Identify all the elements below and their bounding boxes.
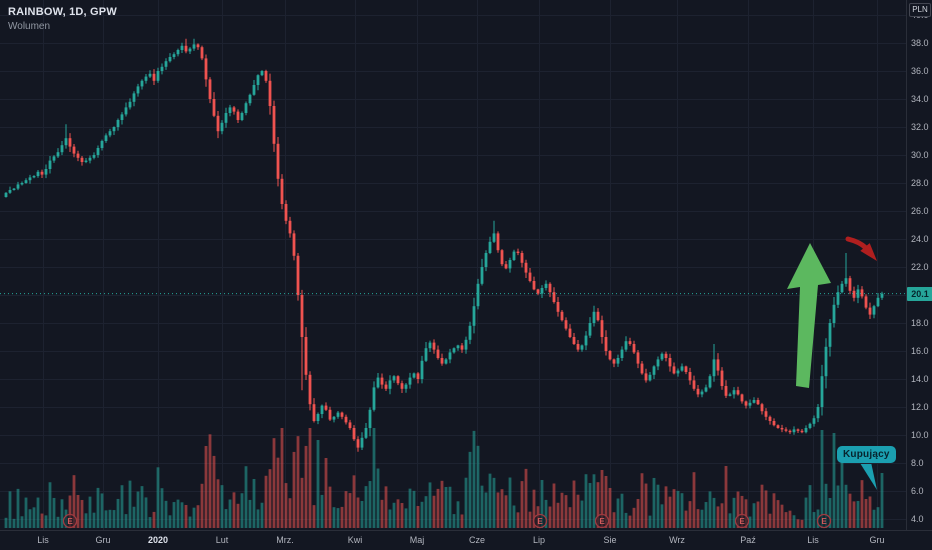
svg-text:E: E xyxy=(67,517,73,526)
time-label: Gru xyxy=(869,535,885,545)
svg-text:E: E xyxy=(537,517,543,526)
time-label: Lis xyxy=(37,535,49,545)
price-label: 36.0 xyxy=(911,66,929,76)
time-label: Wrz xyxy=(669,535,685,545)
price-axis[interactable]: PLN 40.038.036.034.032.030.028.026.024.0… xyxy=(906,0,932,530)
price-label: 18.0 xyxy=(911,318,929,328)
price-label: 28.0 xyxy=(911,178,929,188)
time-label: Paź xyxy=(740,535,756,545)
price-label: 6.0 xyxy=(911,486,924,496)
time-label: Maj xyxy=(409,535,425,545)
currency-unit-button[interactable]: PLN xyxy=(909,3,931,17)
time-axis[interactable]: Lis Gru 2020 Lut Mrz. Kwi Maj Cze Lip Sie Wrz Paź Li… xyxy=(0,530,932,550)
price-label: 16.0 xyxy=(911,346,929,356)
earnings-marker[interactable]: E xyxy=(734,513,750,529)
volume-layer xyxy=(4,428,884,528)
earnings-marker[interactable]: E xyxy=(532,513,548,529)
earnings-marker[interactable]: E xyxy=(62,513,78,529)
price-label: 34.0 xyxy=(911,94,929,104)
symbol-title[interactable]: RAINBOW, 1D, GPW xyxy=(8,6,117,18)
price-label: 4.0 xyxy=(911,514,924,524)
time-label: 2020 xyxy=(147,535,169,545)
price-label: 32.0 xyxy=(911,122,929,132)
candlestick-layer xyxy=(4,38,884,452)
grid-layer xyxy=(0,0,906,530)
chart-legend: RAINBOW, 1D, GPW Wolumen xyxy=(8,6,117,33)
earnings-marker[interactable]: E xyxy=(816,513,832,529)
price-label: 14.0 xyxy=(911,374,929,384)
time-label: Cze xyxy=(468,535,486,545)
time-label: Lis xyxy=(807,535,819,545)
time-label: Mrz. xyxy=(276,535,294,545)
price-label: 8.0 xyxy=(911,458,924,468)
price-label: 22.0 xyxy=(911,262,929,272)
time-label: Gru xyxy=(95,535,111,545)
svg-text:E: E xyxy=(599,517,605,526)
earnings-marker[interactable]: E xyxy=(594,513,610,529)
time-label: Kwi xyxy=(347,535,363,545)
buyers-callout-text: Kupujący xyxy=(843,449,890,460)
last-price-tag: 20.1 xyxy=(907,286,932,301)
time-label: Lut xyxy=(215,535,229,545)
time-label: Lip xyxy=(532,535,546,545)
red-down-arrow-drawing[interactable] xyxy=(845,236,877,261)
price-label: 24.0 xyxy=(911,234,929,244)
buyers-callout[interactable]: Kupujący xyxy=(837,446,896,463)
price-label: 30.0 xyxy=(911,150,929,160)
price-label: 26.0 xyxy=(911,206,929,216)
price-label: 12.0 xyxy=(911,402,929,412)
price-label: 38.0 xyxy=(911,38,929,48)
svg-text:E: E xyxy=(821,517,827,526)
volume-indicator-label[interactable]: Wolumen xyxy=(8,21,51,32)
green-up-arrow-drawing[interactable] xyxy=(787,243,831,388)
price-label: 10.0 xyxy=(911,430,929,440)
svg-text:E: E xyxy=(739,517,745,526)
time-label: Sie xyxy=(603,535,617,545)
